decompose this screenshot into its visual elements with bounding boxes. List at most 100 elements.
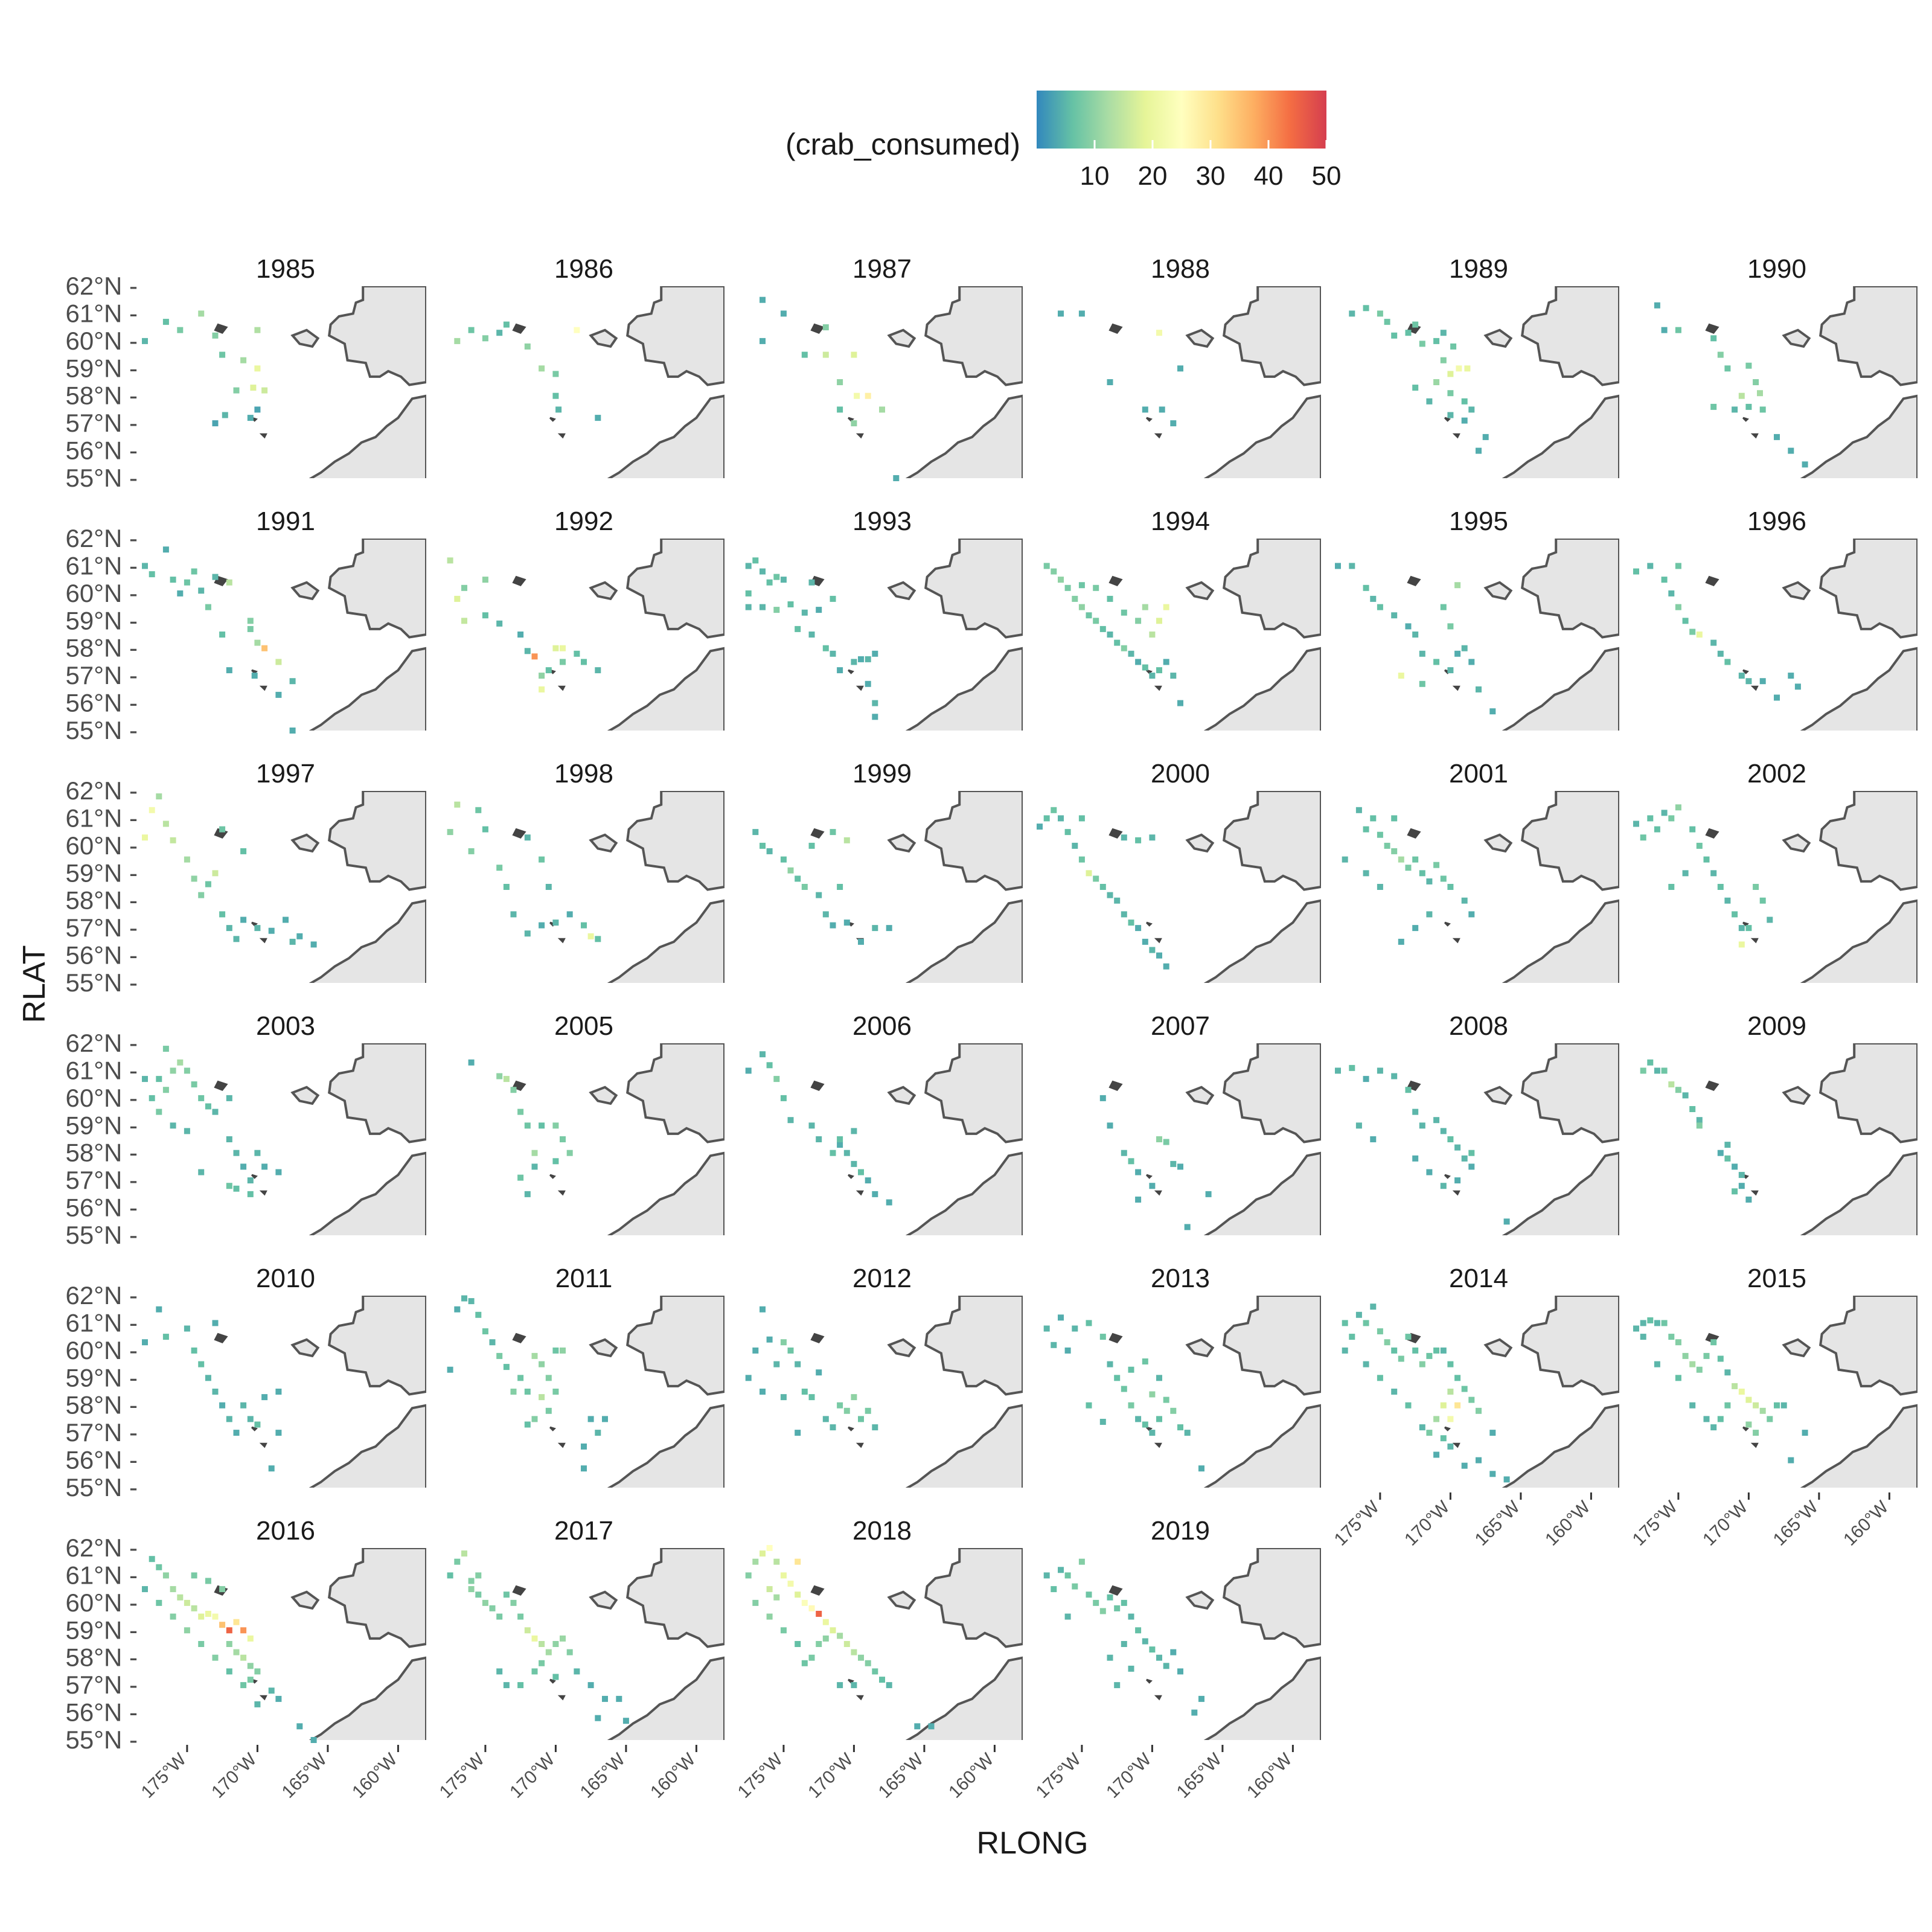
basemap — [810, 791, 1023, 983]
data-cell — [184, 1067, 190, 1074]
island-polygon — [1444, 921, 1451, 927]
panel-title: 2018 — [852, 1516, 912, 1546]
y-tick-label: 60°N - — [66, 327, 138, 355]
island-polygon — [810, 1585, 825, 1596]
data-cell — [760, 842, 766, 849]
data-cell — [566, 1150, 573, 1156]
data-cell — [510, 1087, 517, 1093]
data-cell — [156, 1306, 162, 1313]
data-cell — [837, 1402, 843, 1409]
data-cell — [219, 911, 226, 918]
y-tick-label: 57°N - — [66, 913, 138, 942]
data-cell — [1142, 664, 1148, 671]
basemap — [810, 1043, 1023, 1235]
data-cell — [1072, 1325, 1078, 1332]
data-cell — [752, 557, 759, 564]
data-cell — [1753, 1430, 1759, 1436]
data-cell — [893, 475, 900, 481]
island-polygon — [557, 1190, 566, 1196]
land-polygon — [328, 791, 426, 891]
island-polygon — [557, 938, 566, 944]
data-cell — [296, 933, 303, 939]
peninsula-polygon — [905, 394, 1023, 478]
data-cell — [1794, 683, 1801, 690]
land-polygon — [1819, 286, 1918, 386]
data-cell — [1149, 673, 1156, 679]
data-cell — [1703, 1416, 1710, 1422]
island-polygon — [512, 575, 526, 587]
land-polygon — [328, 286, 426, 386]
basemap — [1705, 791, 1918, 983]
data-cell — [170, 1586, 176, 1593]
data-cell — [482, 612, 488, 619]
y-tick-label: 59°N - — [66, 1363, 138, 1392]
peninsula-polygon — [607, 394, 724, 478]
data-cell — [496, 330, 503, 336]
data-cell — [198, 1361, 205, 1367]
island-polygon — [1154, 938, 1162, 944]
data-cell — [1654, 1320, 1660, 1326]
panel-title: 1997 — [256, 759, 315, 788]
data-cell — [156, 793, 162, 800]
data-cell — [865, 1660, 871, 1666]
data-cell — [503, 1364, 510, 1371]
data-cell — [1710, 870, 1717, 877]
data-cell — [780, 1627, 787, 1634]
data-cell — [1759, 1407, 1766, 1414]
data-cell — [240, 1627, 247, 1634]
island-polygon — [549, 1426, 556, 1431]
y-tick-label: 58°N - — [66, 382, 138, 410]
data-cell — [254, 1701, 261, 1707]
basemap — [1705, 286, 1918, 478]
data-cell — [766, 579, 773, 586]
data-cell — [780, 1339, 787, 1346]
data-cell — [837, 1633, 843, 1639]
data-cell — [219, 351, 226, 358]
data-cell — [1198, 1695, 1204, 1702]
basemap — [214, 1296, 426, 1488]
data-cell — [524, 1421, 531, 1428]
data-cell — [1058, 310, 1064, 317]
data-cell — [1724, 365, 1731, 372]
data-cell — [808, 579, 815, 586]
data-cell — [865, 680, 871, 687]
data-cell — [1759, 678, 1766, 685]
data-cell — [1440, 1435, 1447, 1442]
island-polygon — [1108, 575, 1123, 587]
land-polygon — [924, 1548, 1023, 1648]
legend-tick-label: 50 — [1312, 161, 1342, 191]
facet-panel-2018: 2018 175°W 170°W 165°W 160°W — [734, 1516, 1023, 1802]
peninsula-polygon — [309, 1656, 426, 1740]
legend-tick-label: 30 — [1196, 161, 1226, 191]
data-cell — [830, 829, 836, 836]
data-cell — [1724, 1402, 1731, 1409]
data-cell — [1433, 379, 1440, 385]
x-tick-label: 170°W — [1102, 1749, 1156, 1802]
facet-panel-1987: 1987 — [760, 254, 1023, 481]
data-cell — [872, 714, 878, 720]
data-cell — [198, 587, 205, 594]
data-cell — [766, 1336, 773, 1343]
data-cell — [198, 1613, 205, 1620]
data-cell — [510, 911, 517, 918]
data-cell — [1177, 1424, 1183, 1431]
island-polygon — [1705, 323, 1719, 334]
data-cell — [1184, 1224, 1191, 1230]
data-cell — [1426, 878, 1433, 884]
data-cell — [1745, 678, 1752, 685]
data-cell — [162, 319, 169, 325]
data-cell — [1107, 595, 1113, 602]
peninsula-polygon — [1203, 394, 1321, 478]
y-tick-label: 62°N - — [66, 272, 138, 300]
land-polygon — [1819, 539, 1918, 639]
data-cell — [1177, 700, 1183, 706]
data-cell — [1732, 1188, 1738, 1195]
data-cell — [226, 1627, 232, 1634]
data-cell — [1093, 1599, 1099, 1606]
island-polygon — [259, 938, 267, 944]
island-polygon — [512, 1332, 526, 1344]
data-cell — [1163, 1396, 1169, 1403]
island-polygon — [557, 1442, 566, 1448]
data-cell — [261, 387, 268, 394]
